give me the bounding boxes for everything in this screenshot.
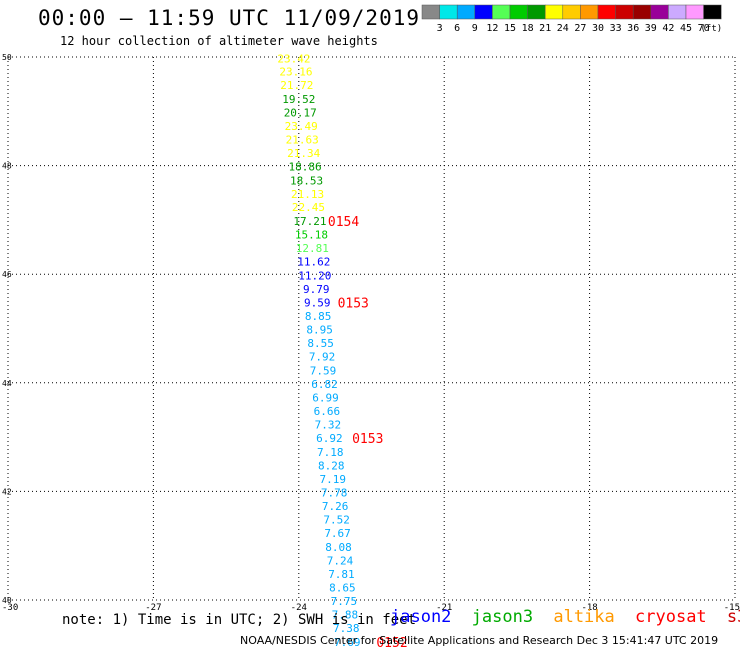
swh-value: 23.49 — [285, 120, 318, 133]
x-tick-label: -27 — [145, 603, 161, 613]
color-scale-legend: 3 6 9 12 15 18 21 24 27 30 33 36 39 42 45 70(ft) — [421, 4, 723, 34]
swh-value: 18.86 — [289, 161, 322, 174]
pass-label: 0154 — [328, 215, 359, 230]
satellite-jason2: jason2 — [390, 607, 452, 627]
swh-value: 9.79 — [303, 283, 330, 296]
satellite-altika: altika — [553, 607, 615, 627]
swh-value: 11.20 — [298, 269, 331, 282]
swh-value: 7.32 — [315, 419, 342, 432]
swh-value: 8.95 — [306, 324, 333, 337]
swh-value: 21.34 — [287, 147, 320, 160]
color-scale-label: 30 — [592, 23, 604, 34]
satellite-cryosat: cryosat — [635, 607, 707, 627]
satellite-jason3: jason3 — [471, 607, 534, 627]
swh-value: 7.88 — [332, 609, 359, 622]
swh-value: 7.26 — [322, 500, 349, 513]
swh-value: 12.81 — [296, 242, 329, 255]
swh-value: 22.45 — [292, 201, 325, 214]
y-tick-label: 42 — [2, 487, 12, 496]
x-tick-label: -30 — [2, 603, 18, 613]
swh-value: 21.63 — [286, 134, 319, 147]
y-tick-label: 46 — [2, 270, 12, 279]
swh-value: 7.24 — [327, 554, 354, 567]
swh-value: 8.85 — [305, 310, 332, 323]
color-scale-unit: (ft) — [701, 24, 723, 34]
swh-value: 19.52 — [282, 93, 315, 106]
color-scale-label: 36 — [627, 23, 639, 34]
swh-value: 11.62 — [297, 256, 330, 269]
pass-label: 0153 — [352, 432, 383, 447]
color-scale-label: 45 — [680, 23, 692, 34]
swh-value: 21.72 — [280, 79, 313, 92]
chart-subtitle: 12 hour collection of altimeter wave hei… — [60, 34, 378, 48]
y-tick-label: 40 — [2, 596, 12, 605]
swh-value: 7.81 — [328, 568, 355, 581]
color-scale-label: 39 — [645, 23, 657, 34]
swh-value: 17.21 — [293, 215, 326, 228]
swh-value: 7.18 — [317, 446, 344, 459]
color-scale-label: 12 — [486, 23, 498, 34]
swh-value: 7.52 — [323, 514, 350, 527]
swh-value: 7.19 — [319, 473, 346, 486]
swh-value: 15.18 — [295, 229, 328, 242]
x-tick-label: -15 — [724, 603, 740, 613]
swh-value: 23.16 — [279, 66, 312, 79]
x-tick-label: -18 — [581, 603, 597, 613]
color-swatch — [703, 4, 722, 20]
satellite-s3a: s3a — [726, 607, 740, 627]
y-tick-label: 50 — [2, 53, 12, 62]
pass-label: 0153 — [338, 296, 369, 311]
swh-value: 20.17 — [284, 106, 317, 119]
y-tick-label: 48 — [2, 162, 12, 171]
swh-value: 7.75 — [331, 595, 358, 608]
x-tick-label: -24 — [291, 603, 307, 613]
footer-note: note: 1) Time is in UTC; 2) SWH is in fe… — [62, 612, 417, 628]
swh-value: 18.53 — [290, 174, 323, 187]
swh-value: 7.38 — [333, 622, 360, 635]
swh-value: 7.59 — [310, 364, 337, 377]
swh-value: 7.69 — [334, 636, 361, 649]
color-scale-label: 21 — [539, 23, 551, 34]
chart-title: 00:00 – 11:59 UTC 11/09/2019 — [38, 6, 421, 30]
swh-value: 7.67 — [324, 527, 351, 540]
swh-value: 8.08 — [325, 541, 352, 554]
swh-value: 6.82 — [311, 378, 338, 391]
swh-value: 6.99 — [312, 391, 339, 404]
swh-value: 9.59 — [304, 296, 331, 309]
swh-value: 6.92 — [316, 432, 343, 445]
color-scale-label: 70 — [698, 23, 710, 34]
swh-value: 7.78 — [321, 486, 348, 499]
color-scale-label: 33 — [610, 23, 622, 34]
swh-value: 23.42 — [277, 53, 310, 66]
color-scale-label: 24 — [557, 23, 569, 34]
satellite-legend: jason2 jason3 altika cryosat s3a — [390, 607, 740, 627]
swh-value: 8.55 — [307, 337, 334, 350]
swh-value: 8.28 — [318, 459, 345, 472]
color-scale-label: 6 — [454, 23, 460, 34]
color-scale-label: 42 — [662, 23, 674, 34]
color-scale-label: 9 — [472, 23, 478, 34]
swh-value: 7.92 — [309, 351, 336, 364]
swh-value: 21.13 — [291, 188, 324, 201]
swh-value: 8.65 — [329, 582, 356, 595]
x-tick-label: -21 — [436, 603, 452, 613]
color-scale-label: 15 — [504, 23, 516, 34]
color-scale-label: 18 — [522, 23, 534, 34]
swh-value: 6.66 — [314, 405, 341, 418]
color-scale-label: 3 — [437, 23, 443, 34]
credit-line: NOAA/NESDIS Center for Satellite Applica… — [240, 634, 719, 647]
color-scale-label: 27 — [574, 23, 586, 34]
y-tick-label: 44 — [2, 379, 12, 388]
pass-label: 0152 — [376, 636, 407, 650]
